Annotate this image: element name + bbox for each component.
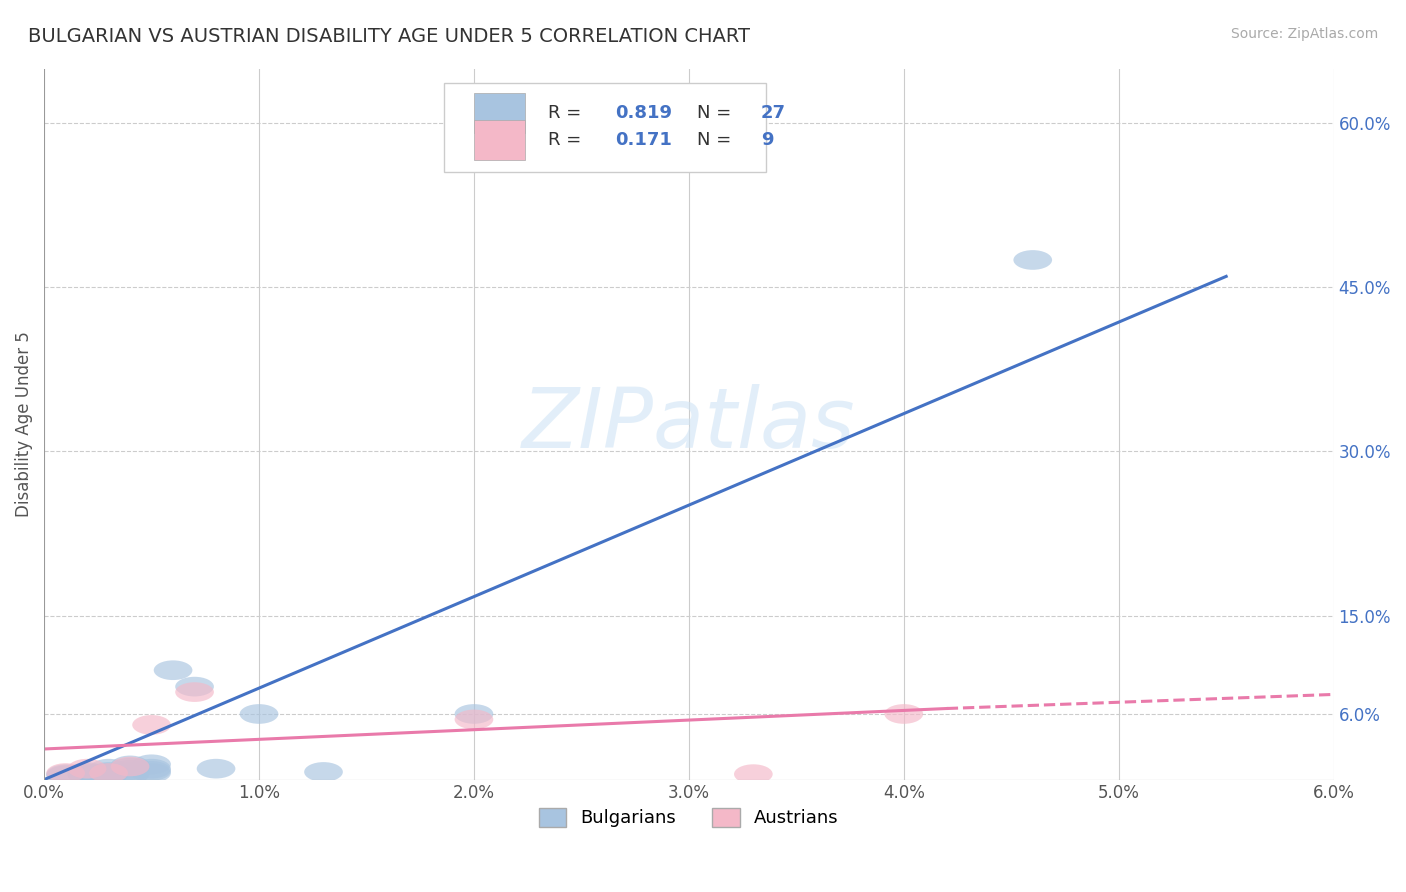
Y-axis label: Disability Age Under 5: Disability Age Under 5 — [15, 331, 32, 517]
FancyBboxPatch shape — [444, 83, 766, 171]
Ellipse shape — [111, 760, 149, 780]
Ellipse shape — [197, 759, 235, 779]
Text: Source: ZipAtlas.com: Source: ZipAtlas.com — [1230, 27, 1378, 41]
Ellipse shape — [46, 765, 84, 785]
Ellipse shape — [884, 704, 924, 723]
FancyBboxPatch shape — [474, 94, 524, 133]
Ellipse shape — [239, 704, 278, 723]
FancyBboxPatch shape — [474, 120, 524, 160]
Ellipse shape — [734, 764, 773, 784]
Text: 0.171: 0.171 — [616, 131, 672, 149]
Ellipse shape — [67, 762, 107, 781]
Ellipse shape — [132, 755, 172, 774]
Ellipse shape — [89, 764, 128, 784]
Ellipse shape — [67, 765, 107, 785]
Ellipse shape — [46, 764, 84, 783]
Ellipse shape — [454, 710, 494, 730]
Text: 27: 27 — [761, 104, 786, 122]
Ellipse shape — [111, 762, 149, 781]
Ellipse shape — [89, 765, 128, 785]
Ellipse shape — [89, 762, 128, 781]
Text: ZIPatlas: ZIPatlas — [522, 384, 856, 465]
Ellipse shape — [67, 764, 107, 784]
Text: 9: 9 — [761, 131, 773, 149]
Ellipse shape — [67, 759, 107, 779]
Ellipse shape — [153, 660, 193, 680]
Ellipse shape — [89, 764, 128, 783]
Ellipse shape — [111, 756, 149, 776]
Text: BULGARIAN VS AUSTRIAN DISABILITY AGE UNDER 5 CORRELATION CHART: BULGARIAN VS AUSTRIAN DISABILITY AGE UND… — [28, 27, 751, 45]
Ellipse shape — [89, 759, 128, 779]
Ellipse shape — [454, 704, 494, 723]
Ellipse shape — [67, 764, 107, 783]
Ellipse shape — [132, 759, 172, 779]
Text: R =: R = — [548, 131, 588, 149]
Ellipse shape — [132, 761, 172, 780]
Text: N =: N = — [696, 131, 737, 149]
Ellipse shape — [132, 715, 172, 735]
Ellipse shape — [111, 764, 149, 784]
Ellipse shape — [304, 762, 343, 781]
Text: 0.819: 0.819 — [616, 104, 672, 122]
Ellipse shape — [46, 764, 84, 784]
Ellipse shape — [176, 682, 214, 702]
Ellipse shape — [111, 757, 149, 778]
Ellipse shape — [111, 756, 149, 775]
Legend: Bulgarians, Austrians: Bulgarians, Austrians — [531, 801, 846, 835]
Text: R =: R = — [548, 104, 588, 122]
Text: N =: N = — [696, 104, 737, 122]
Ellipse shape — [1014, 250, 1052, 269]
Ellipse shape — [132, 764, 172, 783]
Ellipse shape — [176, 677, 214, 697]
Ellipse shape — [89, 764, 128, 783]
